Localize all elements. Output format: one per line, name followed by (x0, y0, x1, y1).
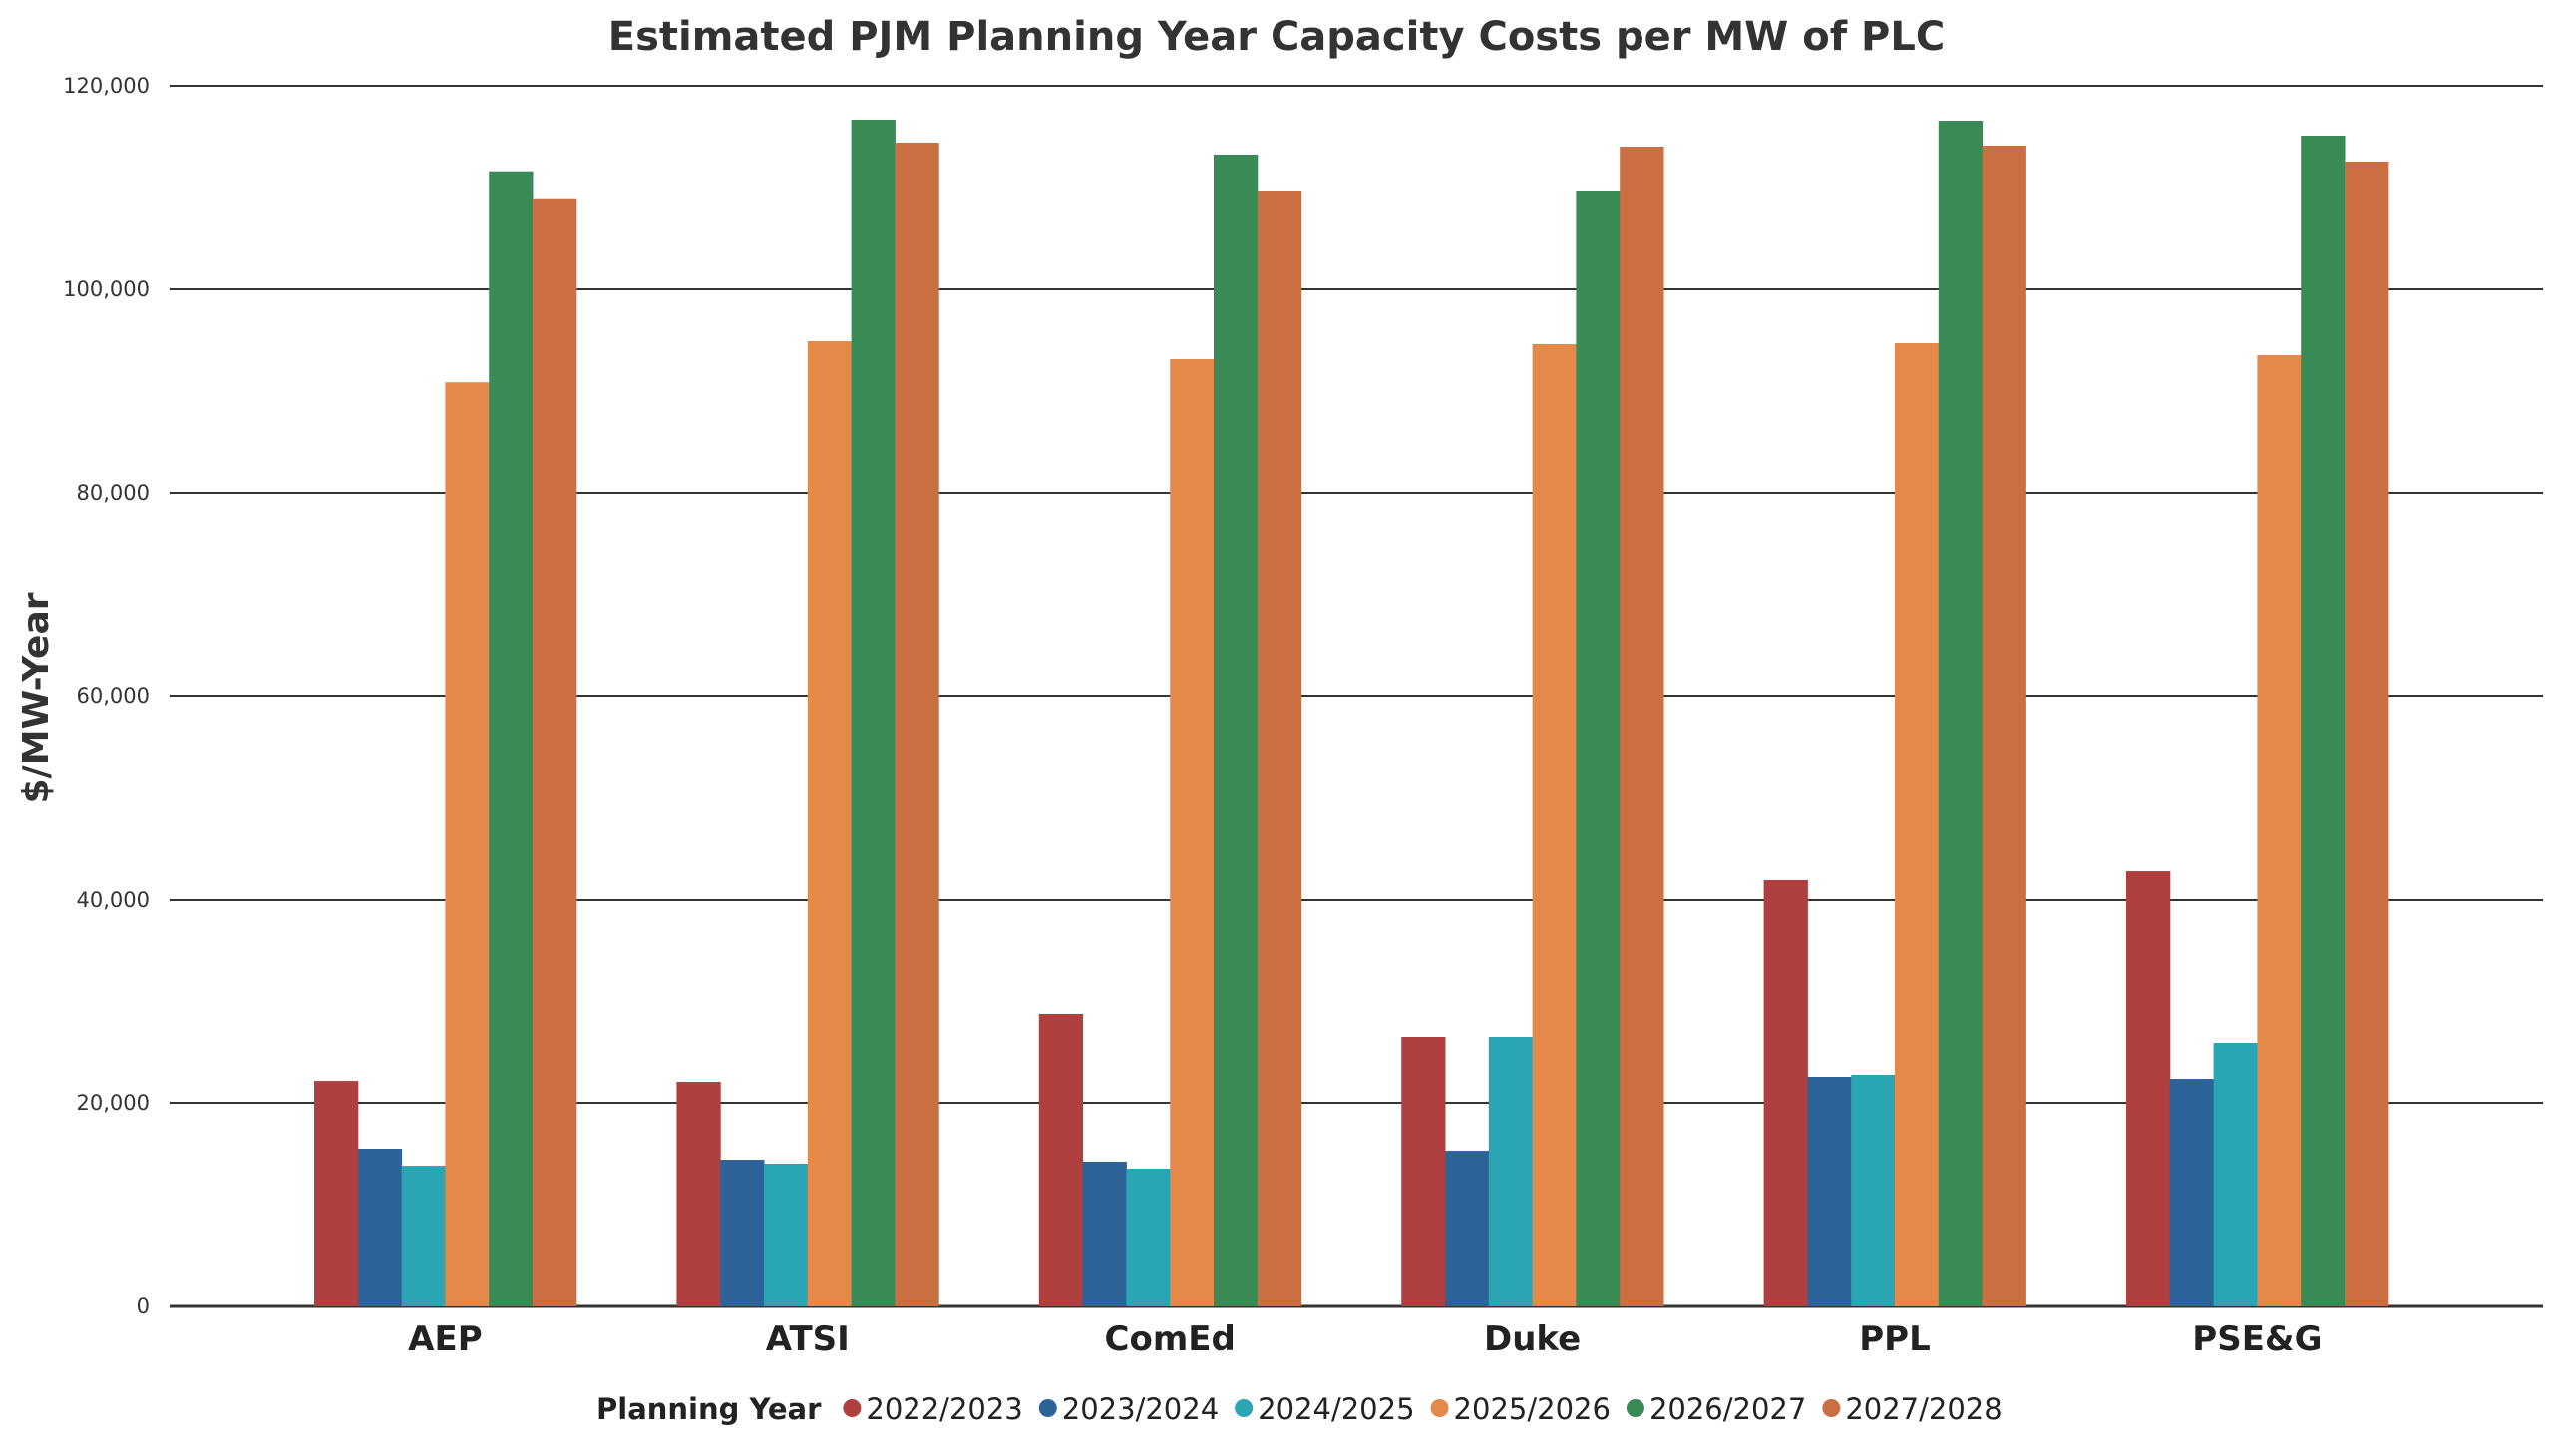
bars (314, 119, 2389, 1307)
x-axis-ticks: AEP ATSI ComEd Duke PPL PSE&G (408, 1319, 2322, 1359)
x-tick-label: PSE&G (2192, 1319, 2322, 1359)
y-tick-label: 60,000 (77, 684, 150, 708)
legend-label: 2027/2028 (1845, 1392, 2002, 1426)
bar (1488, 1037, 1534, 1306)
legend-title: Planning Year (596, 1392, 822, 1426)
x-tick-label: AEP (408, 1319, 482, 1359)
bar (489, 171, 534, 1307)
legend-marker (1626, 1399, 1644, 1417)
bar-group (1038, 154, 1302, 1306)
legend-item: 2022/2023 (843, 1392, 1023, 1426)
bar (1576, 190, 1621, 1306)
y-tick-label: 40,000 (77, 888, 150, 911)
y-tick-label: 20,000 (77, 1091, 150, 1115)
bar (445, 382, 490, 1306)
bar (1214, 154, 1259, 1306)
legend-marker (1235, 1399, 1254, 1417)
legend-item: 2027/2028 (1822, 1392, 2003, 1426)
y-tick-label: 0 (137, 1294, 150, 1318)
bar (2345, 161, 2389, 1307)
bar (2301, 135, 2346, 1307)
bar (1257, 190, 1302, 1306)
bar (1532, 343, 1577, 1306)
bar-group (314, 171, 577, 1307)
x-tick-label: ComEd (1105, 1319, 1236, 1359)
legend-label: 2026/2027 (1649, 1392, 1806, 1426)
legend-label: 2025/2026 (1454, 1392, 1611, 1426)
x-tick-label: PPL (1859, 1319, 1931, 1359)
bar (1126, 1168, 1171, 1306)
legend-item: 2024/2025 (1235, 1392, 1415, 1426)
bar (851, 119, 896, 1306)
bar (1851, 1074, 1896, 1306)
legend-marker (843, 1399, 862, 1417)
legend-marker (1822, 1399, 1841, 1417)
bar (720, 1160, 765, 1306)
legend-marker (1430, 1399, 1449, 1417)
legend: Planning Year 2022/2023 2023/2024 2024/202… (596, 1392, 2003, 1426)
bar (1763, 880, 1808, 1306)
bar (1082, 1161, 1127, 1306)
bar-group (1763, 120, 2026, 1307)
legend-item: 2026/2027 (1626, 1392, 1806, 1426)
y-tick-label: 120,000 (63, 74, 150, 98)
y-tick-label: 100,000 (63, 277, 150, 301)
bar (2257, 354, 2302, 1306)
y-axis-label: $/MW-Year (16, 592, 57, 803)
legend-item: 2023/2024 (1038, 1392, 1219, 1426)
bar (533, 198, 577, 1307)
bar (1445, 1151, 1490, 1306)
bar (1170, 358, 1215, 1306)
bar (807, 341, 853, 1306)
legend-marker (1038, 1399, 1057, 1417)
legend-label: 2022/2023 (866, 1392, 1022, 1426)
bar-group (1401, 146, 1664, 1307)
bar (2213, 1043, 2258, 1306)
bar (2169, 1079, 2215, 1306)
bar (1895, 342, 1940, 1306)
bar (676, 1081, 721, 1306)
bar (764, 1163, 809, 1306)
y-tick-label: 80,000 (77, 481, 150, 505)
legend-label: 2023/2024 (1062, 1392, 1219, 1426)
bar (1038, 1013, 1084, 1306)
legend-item: 2025/2026 (1430, 1392, 1611, 1426)
x-tick-label: Duke (1484, 1319, 1581, 1359)
bar (401, 1166, 446, 1306)
bar (357, 1149, 403, 1306)
bar (1620, 146, 1664, 1307)
bar (1807, 1076, 1852, 1306)
bar (1938, 120, 1984, 1307)
bar (2126, 871, 2171, 1306)
chart-title: Estimated PJM Planning Year Capacity Cos… (608, 14, 1945, 60)
bar (895, 143, 939, 1306)
bar (1401, 1037, 1446, 1306)
bar (1982, 145, 2026, 1307)
bar (314, 1081, 359, 1306)
x-tick-label: ATSI (766, 1319, 850, 1359)
legend-label: 2024/2025 (1258, 1392, 1414, 1426)
bar-group (2126, 135, 2389, 1307)
bar-group (676, 119, 939, 1306)
y-axis-ticks: 0 20,000 40,000 60,000 80,000 100,000 120,000 (63, 74, 150, 1318)
